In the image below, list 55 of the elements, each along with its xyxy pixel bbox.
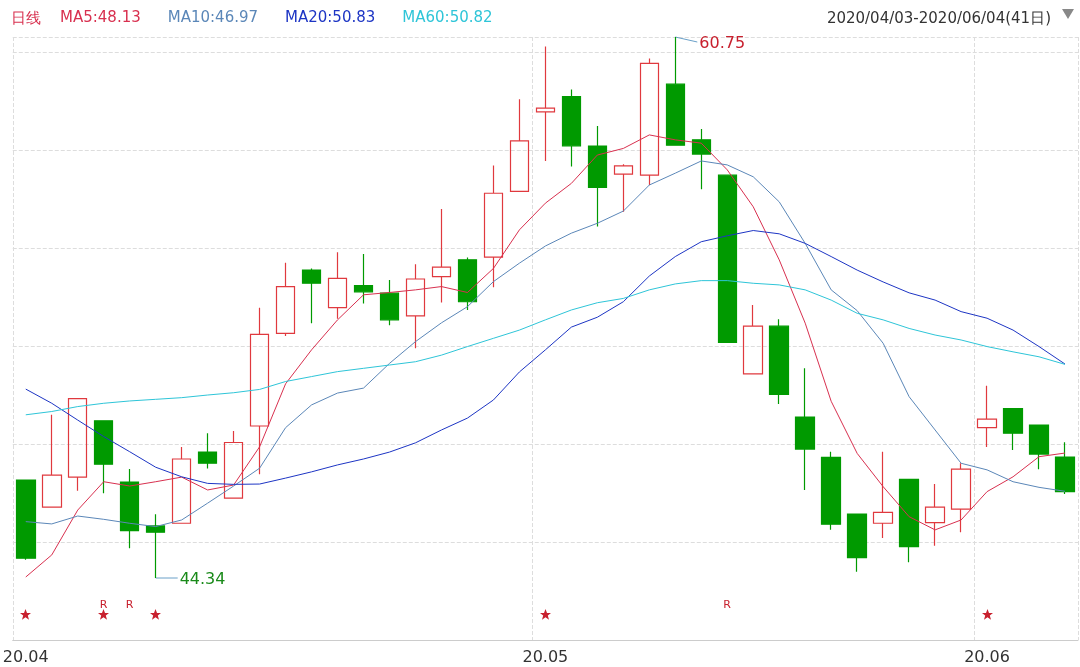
candlestick [275, 262, 296, 337]
candlestick [1054, 441, 1076, 495]
text: R [125, 598, 134, 611]
candlestick [457, 256, 478, 311]
candlestick [1028, 424, 1050, 470]
candlestick [405, 263, 426, 349]
candlestick [898, 478, 920, 563]
text: MA20:50.83 [285, 7, 376, 26]
text: MA60:50.82 [402, 7, 493, 26]
candlestick [742, 304, 764, 375]
candlestick [561, 88, 582, 168]
candlestick [976, 385, 998, 448]
candlestick [93, 420, 114, 494]
candlestick [379, 279, 400, 326]
chart-subtitle: 2020/04/03-2020/06/04(41日) [826, 8, 1052, 27]
candlestick [794, 367, 816, 491]
candlestick [768, 318, 790, 405]
candlestick [587, 125, 608, 228]
candlestick [717, 174, 738, 343]
candlestick [197, 432, 218, 470]
x-tick-label: 20.05 [522, 646, 569, 666]
candlestick [431, 208, 452, 303]
candlestick [327, 251, 348, 320]
candlestick [924, 483, 946, 547]
candlestick [145, 513, 166, 579]
candlestick [249, 307, 270, 475]
candlestick [15, 479, 37, 561]
chart-title: 日线 [11, 8, 41, 27]
candlestick [301, 267, 322, 324]
candlestick [691, 128, 712, 190]
candlestick [820, 451, 842, 531]
candlestick [119, 468, 140, 549]
candlestick [41, 414, 63, 508]
candlestick [223, 430, 244, 499]
x-tick-label: 20.04 [2, 646, 49, 666]
text: R [723, 598, 731, 611]
annotation: 60.75 [699, 32, 746, 52]
candlestick [353, 253, 374, 304]
text: R [99, 598, 108, 611]
candlestick [67, 398, 88, 492]
x-tick-label: 20.06 [964, 646, 1010, 666]
text: MA10:46.97 [167, 7, 259, 26]
candlestick [846, 513, 868, 573]
candlestick [1002, 407, 1024, 451]
candlestick [950, 462, 972, 533]
candlestick [665, 36, 686, 146]
candlestick [639, 57, 660, 186]
candlestick [171, 446, 192, 524]
candlestick [535, 45, 556, 162]
candlestick [872, 451, 894, 539]
annotation: 44.34 [179, 568, 226, 588]
text: MA5:48.13 [60, 7, 141, 26]
candlestick [483, 164, 504, 288]
candlestick [509, 98, 530, 192]
candlestick [613, 163, 634, 213]
